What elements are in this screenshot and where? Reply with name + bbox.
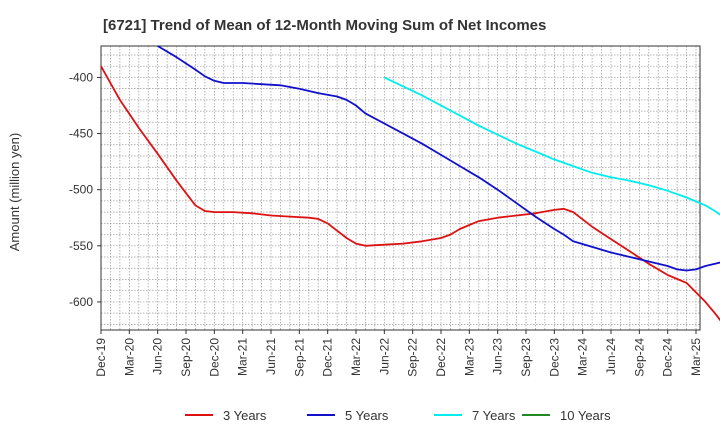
x-tick-label: Sep-22 xyxy=(406,338,420,377)
y-tick-label: -500 xyxy=(69,183,93,197)
x-tick-label: Jun-24 xyxy=(604,338,618,375)
x-tick-label: Dec-22 xyxy=(434,338,448,377)
x-tick-label: Sep-20 xyxy=(179,338,193,377)
x-tick-label: Mar-20 xyxy=(122,338,136,376)
y-tick-label: -550 xyxy=(69,239,93,253)
grid xyxy=(100,46,700,330)
x-tick-label: Dec-21 xyxy=(321,338,335,377)
x-tick-label: Jun-21 xyxy=(264,338,278,375)
x-tick-label: Mar-24 xyxy=(576,338,590,376)
x-tick-label: Dec-20 xyxy=(207,338,221,377)
plot-frame xyxy=(100,45,701,331)
legend-label-7-years: 7 Years xyxy=(472,408,516,423)
y-axis-label: Amount (million yen) xyxy=(7,133,22,252)
series-line-3-years xyxy=(100,65,720,322)
series-line-5-years xyxy=(157,45,720,272)
x-tick-label: Mar-23 xyxy=(462,338,476,376)
x-tick-label: Sep-21 xyxy=(292,338,306,377)
x-tick-label: Jun-20 xyxy=(151,338,165,375)
x-tick-label: Mar-21 xyxy=(236,338,250,376)
y-tick-label: -600 xyxy=(69,295,93,309)
x-tick-label: Dec-23 xyxy=(547,338,561,377)
series-line-7-years xyxy=(383,76,720,216)
y-tick-label: -450 xyxy=(69,127,93,141)
x-tick-label: Jun-22 xyxy=(377,338,391,375)
y-tick-label: -400 xyxy=(69,70,93,84)
x-tick-label: Mar-25 xyxy=(689,338,703,376)
legend-label-3-years: 3 Years xyxy=(223,408,267,423)
x-tick-label: Dec-24 xyxy=(661,338,675,377)
x-tick-label: Jun-23 xyxy=(491,338,505,375)
legend: 3 Years 5 Years 7 Years 10 Years xyxy=(185,408,611,423)
x-tick-label: Sep-23 xyxy=(519,338,533,377)
y-axis: -400 -450 -500 -550 -600 xyxy=(69,70,101,309)
chart-title: [6721] Trend of Mean of 12-Month Moving … xyxy=(103,17,546,34)
legend-label-5-years: 5 Years xyxy=(345,408,389,423)
x-tick-label: Sep-24 xyxy=(632,338,646,377)
series-group xyxy=(100,45,720,322)
legend-label-10-years: 10 Years xyxy=(560,408,611,423)
x-tick-label: Mar-22 xyxy=(349,338,363,376)
x-tick-label: Dec-19 xyxy=(94,338,108,377)
x-axis: Dec-19 Mar-20 Jun-20 Sep-20 Dec-20 Mar-21 Jun-… xyxy=(94,330,703,377)
